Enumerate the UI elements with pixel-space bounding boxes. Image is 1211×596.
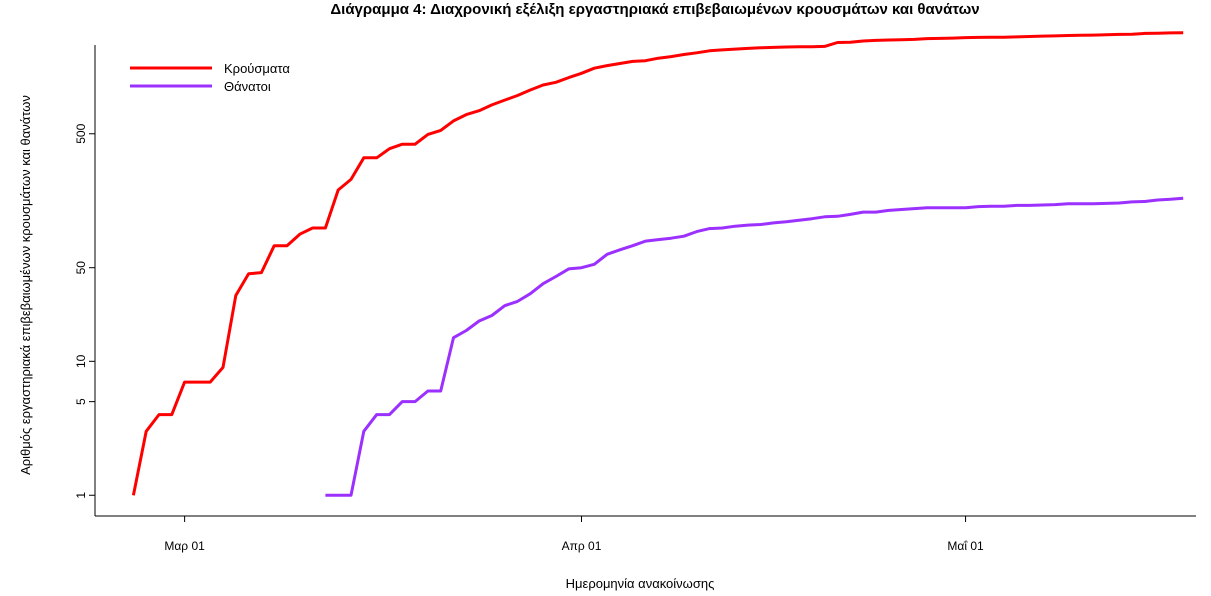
chart-legend: Κρούσματα Θάνατοι bbox=[130, 61, 290, 94]
chart-title: Διάγραμμα 4: Διαχρονική εξέλιξη εργαστηρ… bbox=[330, 1, 979, 18]
x-axis-label: Ημερομηνία ανακοίνωσης bbox=[566, 576, 715, 591]
series-layer bbox=[131, 31, 1184, 497]
x-axis-ticks: Μαρ 01 Απρ 01 Μαΐ 01 bbox=[164, 516, 984, 553]
legend-label: Θάνατοι bbox=[224, 79, 271, 94]
series-line-2 bbox=[325, 196, 1184, 497]
y-tick-label: 5 bbox=[74, 398, 88, 405]
x-tick-label: Μαρ 01 bbox=[164, 539, 205, 553]
y-tick-label: 500 bbox=[74, 123, 88, 143]
y-axis-label: Αριθμός εργαστηριακά επιβεβαιωμένων κρου… bbox=[18, 95, 33, 475]
y-axis-ticks: 1 5 10 50 500 bbox=[74, 123, 95, 499]
y-tick-label: 1 bbox=[74, 492, 88, 499]
series-line-1 bbox=[131, 31, 1184, 496]
x-tick-label: Μαΐ 01 bbox=[947, 539, 984, 553]
legend-label: Κρούσματα bbox=[224, 61, 290, 76]
y-tick-label: 50 bbox=[74, 261, 88, 275]
y-tick-label: 10 bbox=[74, 354, 88, 368]
x-tick-label: Απρ 01 bbox=[562, 539, 602, 553]
